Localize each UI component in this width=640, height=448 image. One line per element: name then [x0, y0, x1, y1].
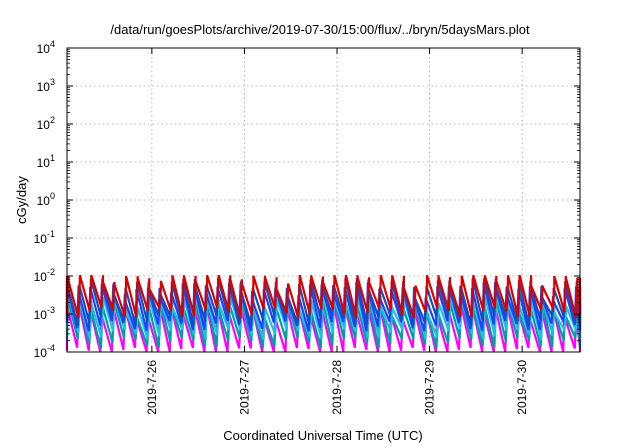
data-series [65, 274, 582, 353]
y-tick-label: 10-4 [34, 343, 55, 360]
y-tick-label: 10-1 [34, 229, 55, 246]
y-tick-label: 104 [37, 39, 55, 56]
y-tick-label: 102 [37, 115, 55, 132]
y-tick-label: 100 [37, 191, 55, 208]
x-tick-label: 2019-7-26 [145, 360, 159, 415]
x-tick-label: 2019-7-30 [515, 360, 529, 415]
x-tick-labels: 2019-7-26 2019-7-27 2019-7-28 2019-7-29 2019… [145, 360, 529, 415]
x-tick-label: 2019-7-27 [237, 360, 251, 415]
y-tick-label: 10-2 [34, 267, 55, 284]
y-tick-label: 10-3 [34, 305, 55, 322]
y-tick-label: 101 [37, 153, 55, 170]
axis-ticks [67, 47, 580, 353]
y-tick-labels: 10-4 10-3 10-2 10-1 100 101 102 103 104 [34, 39, 55, 360]
y-tick-label: 103 [37, 77, 55, 94]
x-tick-label: 2019-7-29 [423, 360, 437, 415]
y-axis-title: cGy/day [14, 176, 29, 224]
x-axis-title: Coordinated Universal Time (UTC) [223, 428, 422, 443]
x-tick-label: 2019-7-28 [330, 360, 344, 415]
series-line [65, 274, 582, 319]
chart-title: /data/run/goesPlots/archive/2019-07-30/1… [110, 22, 530, 37]
